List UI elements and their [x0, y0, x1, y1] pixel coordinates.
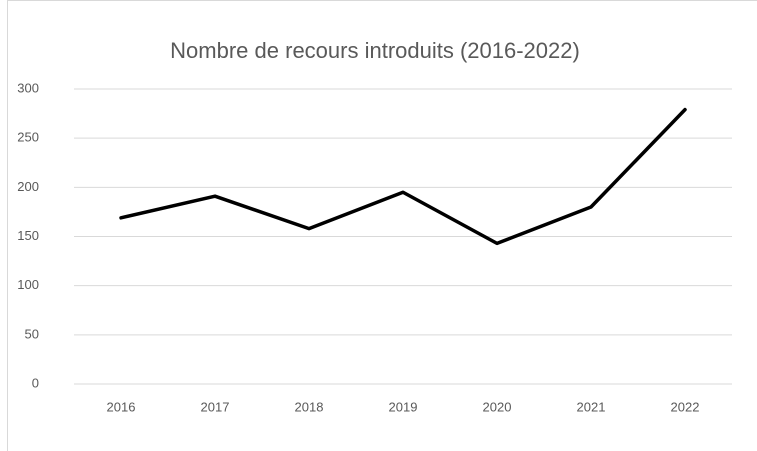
chart-frame — [7, 0, 757, 451]
y-tick-label: 100 — [17, 277, 39, 292]
line-series — [119, 107, 687, 246]
x-tick-label: 2020 — [483, 399, 512, 414]
x-tick-label: 2017 — [201, 399, 230, 414]
y-tick-label: 250 — [17, 130, 39, 145]
x-tick-label: 2019 — [389, 399, 418, 414]
y-tick-label: 200 — [17, 179, 39, 194]
x-tick-label: 2018 — [295, 399, 324, 414]
y-tick-label: 0 — [32, 375, 39, 390]
chart-title: Nombre de recours introduits (2016-2022) — [170, 38, 580, 63]
x-tick-label: 2022 — [671, 399, 700, 414]
y-tick-label: 300 — [17, 80, 39, 95]
y-tick-label: 50 — [25, 326, 39, 341]
x-tick-label: 2021 — [577, 399, 606, 414]
x-tick-label: 2016 — [107, 399, 136, 414]
y-tick-label: 150 — [17, 228, 39, 243]
